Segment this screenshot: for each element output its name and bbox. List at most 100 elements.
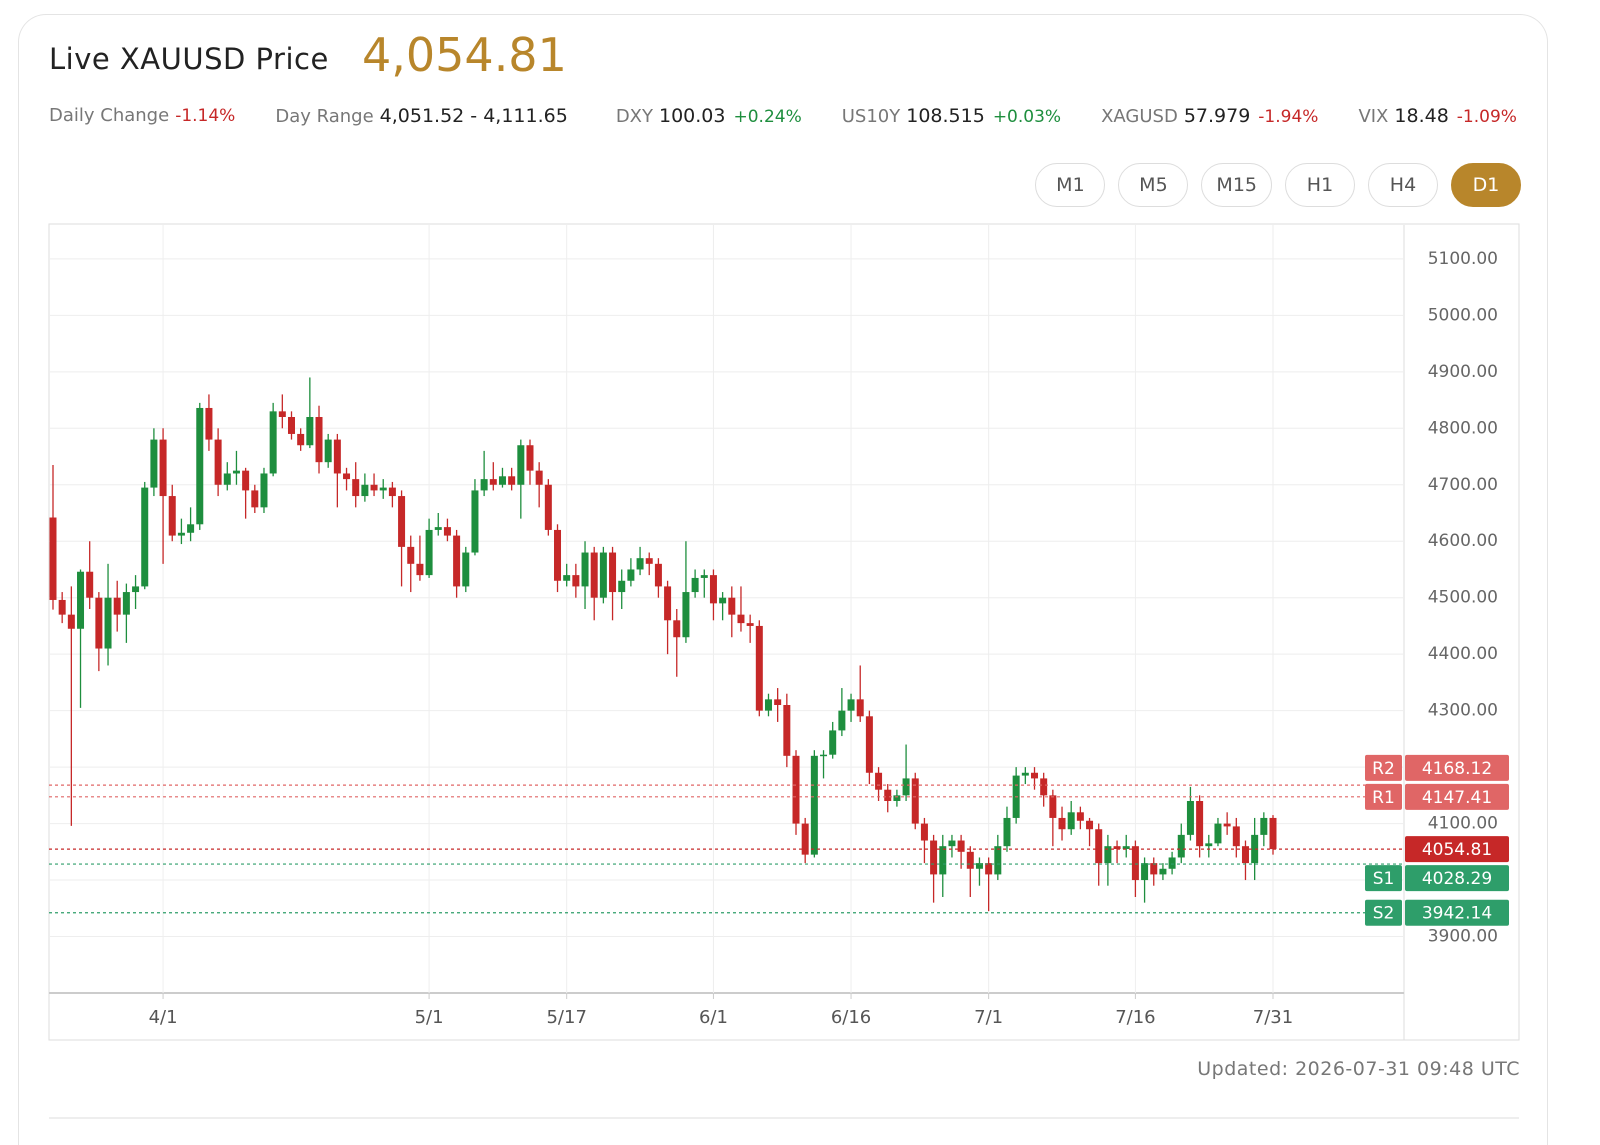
candle-body [709, 575, 717, 604]
timeframe-button[interactable]: M15 [1201, 163, 1272, 207]
level-tag-box [1365, 865, 1402, 892]
candle-body [563, 575, 571, 581]
candle-body [242, 470, 250, 491]
candle-body [122, 592, 130, 615]
candle-body [526, 445, 534, 471]
stats-row: Daily Change -1.14% Day Range 4,051.52 - 4,… [49, 105, 1517, 127]
candle-body [664, 586, 672, 621]
candle-body [820, 754, 828, 757]
candle-body [333, 439, 341, 474]
candle-body [260, 473, 268, 508]
candle-body [893, 795, 901, 801]
candle-body [1260, 817, 1268, 835]
candle-body [398, 496, 406, 547]
candle-body [425, 529, 433, 576]
candle-body [471, 490, 479, 553]
candle-body [443, 527, 451, 536]
candle-body [645, 558, 653, 564]
stat-label: US10Y [841, 106, 901, 127]
level-tag: S1 [1373, 869, 1395, 889]
candle-body [654, 563, 662, 587]
stat-label: DXY [615, 106, 653, 127]
candle-body [1131, 846, 1139, 881]
stat-change: +0.03% [992, 107, 1062, 127]
candle-body [489, 479, 497, 485]
stat-item: XAGUSD 57.979 -1.94% [1101, 105, 1318, 127]
candle-body [985, 863, 993, 875]
candle-body [416, 563, 424, 576]
candle-body [994, 846, 1002, 875]
candle-body [609, 552, 617, 593]
candle-body [1021, 772, 1029, 776]
stat-item: Daily Change -1.14% [49, 105, 235, 127]
level-value-box [1405, 754, 1509, 781]
level-value-box [1405, 865, 1509, 892]
timeframe-button[interactable]: M5 [1118, 163, 1189, 207]
y-tick-label: 4100.00 [1428, 814, 1498, 834]
stat-label: Daily Change [49, 105, 170, 126]
x-tick-label: 7/1 [974, 1007, 1003, 1028]
candle-body [278, 411, 286, 417]
candle-body [77, 571, 85, 629]
stat-change: +0.24% [733, 107, 802, 127]
candle-body [618, 580, 626, 593]
candle-body [214, 439, 222, 485]
candle-body [498, 476, 506, 485]
candle-body [132, 586, 140, 593]
stat-change: -1.94% [1258, 107, 1319, 127]
candle-body [865, 716, 873, 773]
stat-label: Day Range [275, 106, 374, 127]
candle-body [49, 517, 57, 600]
level-value: 3942.14 [1422, 904, 1492, 924]
timeframe-button[interactable]: M1 [1035, 163, 1106, 207]
candle-body [975, 863, 983, 869]
candle-body [352, 479, 360, 497]
candle-body [187, 524, 195, 533]
candle-body [737, 614, 745, 624]
candle-body [581, 552, 589, 587]
candle-body [297, 433, 305, 446]
level-tag-box [1365, 754, 1402, 781]
candle-body [1076, 812, 1084, 821]
timeframe-button[interactable]: H4 [1368, 163, 1438, 207]
candle-body [58, 599, 66, 615]
y-tick-label: 4900.00 [1428, 362, 1498, 382]
stat-item: VIX 18.48 -1.09% [1358, 105, 1517, 127]
level-value: 4168.12 [1422, 759, 1492, 779]
candle-body [1067, 812, 1075, 830]
candle-body [1095, 829, 1103, 864]
timeframe-button[interactable]: H1 [1285, 163, 1355, 207]
candle-body [1205, 843, 1213, 847]
stat-value: 4,051.52 - 4,111.65 [379, 105, 568, 127]
candle-body [508, 476, 516, 485]
candle-body [719, 597, 727, 604]
candle-body [636, 558, 644, 570]
y-tick-label: 3900.00 [1428, 927, 1498, 947]
candle-body [1223, 823, 1231, 827]
level-tag: S2 [1373, 904, 1395, 924]
candle-body [113, 597, 121, 615]
candle-body [1113, 846, 1121, 849]
y-tick-label: 4800.00 [1428, 418, 1498, 438]
candle-body [1177, 834, 1185, 858]
candle-body [1086, 820, 1094, 830]
timeframe-button[interactable]: D1 [1451, 163, 1521, 207]
candle-body [324, 439, 332, 463]
candle-body [1159, 868, 1167, 875]
candle-body [829, 730, 837, 755]
candle-body [306, 417, 314, 446]
candle-body [535, 470, 543, 485]
candle-body [590, 552, 598, 598]
candle-body [251, 490, 259, 508]
candle-body [911, 778, 919, 824]
level-tag: R1 [1372, 788, 1395, 808]
candle-body [150, 439, 158, 488]
candle-body [1232, 826, 1240, 847]
candle-body [948, 840, 956, 847]
candle-body [902, 778, 910, 796]
candle-body [232, 470, 240, 474]
candle-body [884, 789, 892, 801]
price: 4,054.81 [362, 28, 567, 82]
